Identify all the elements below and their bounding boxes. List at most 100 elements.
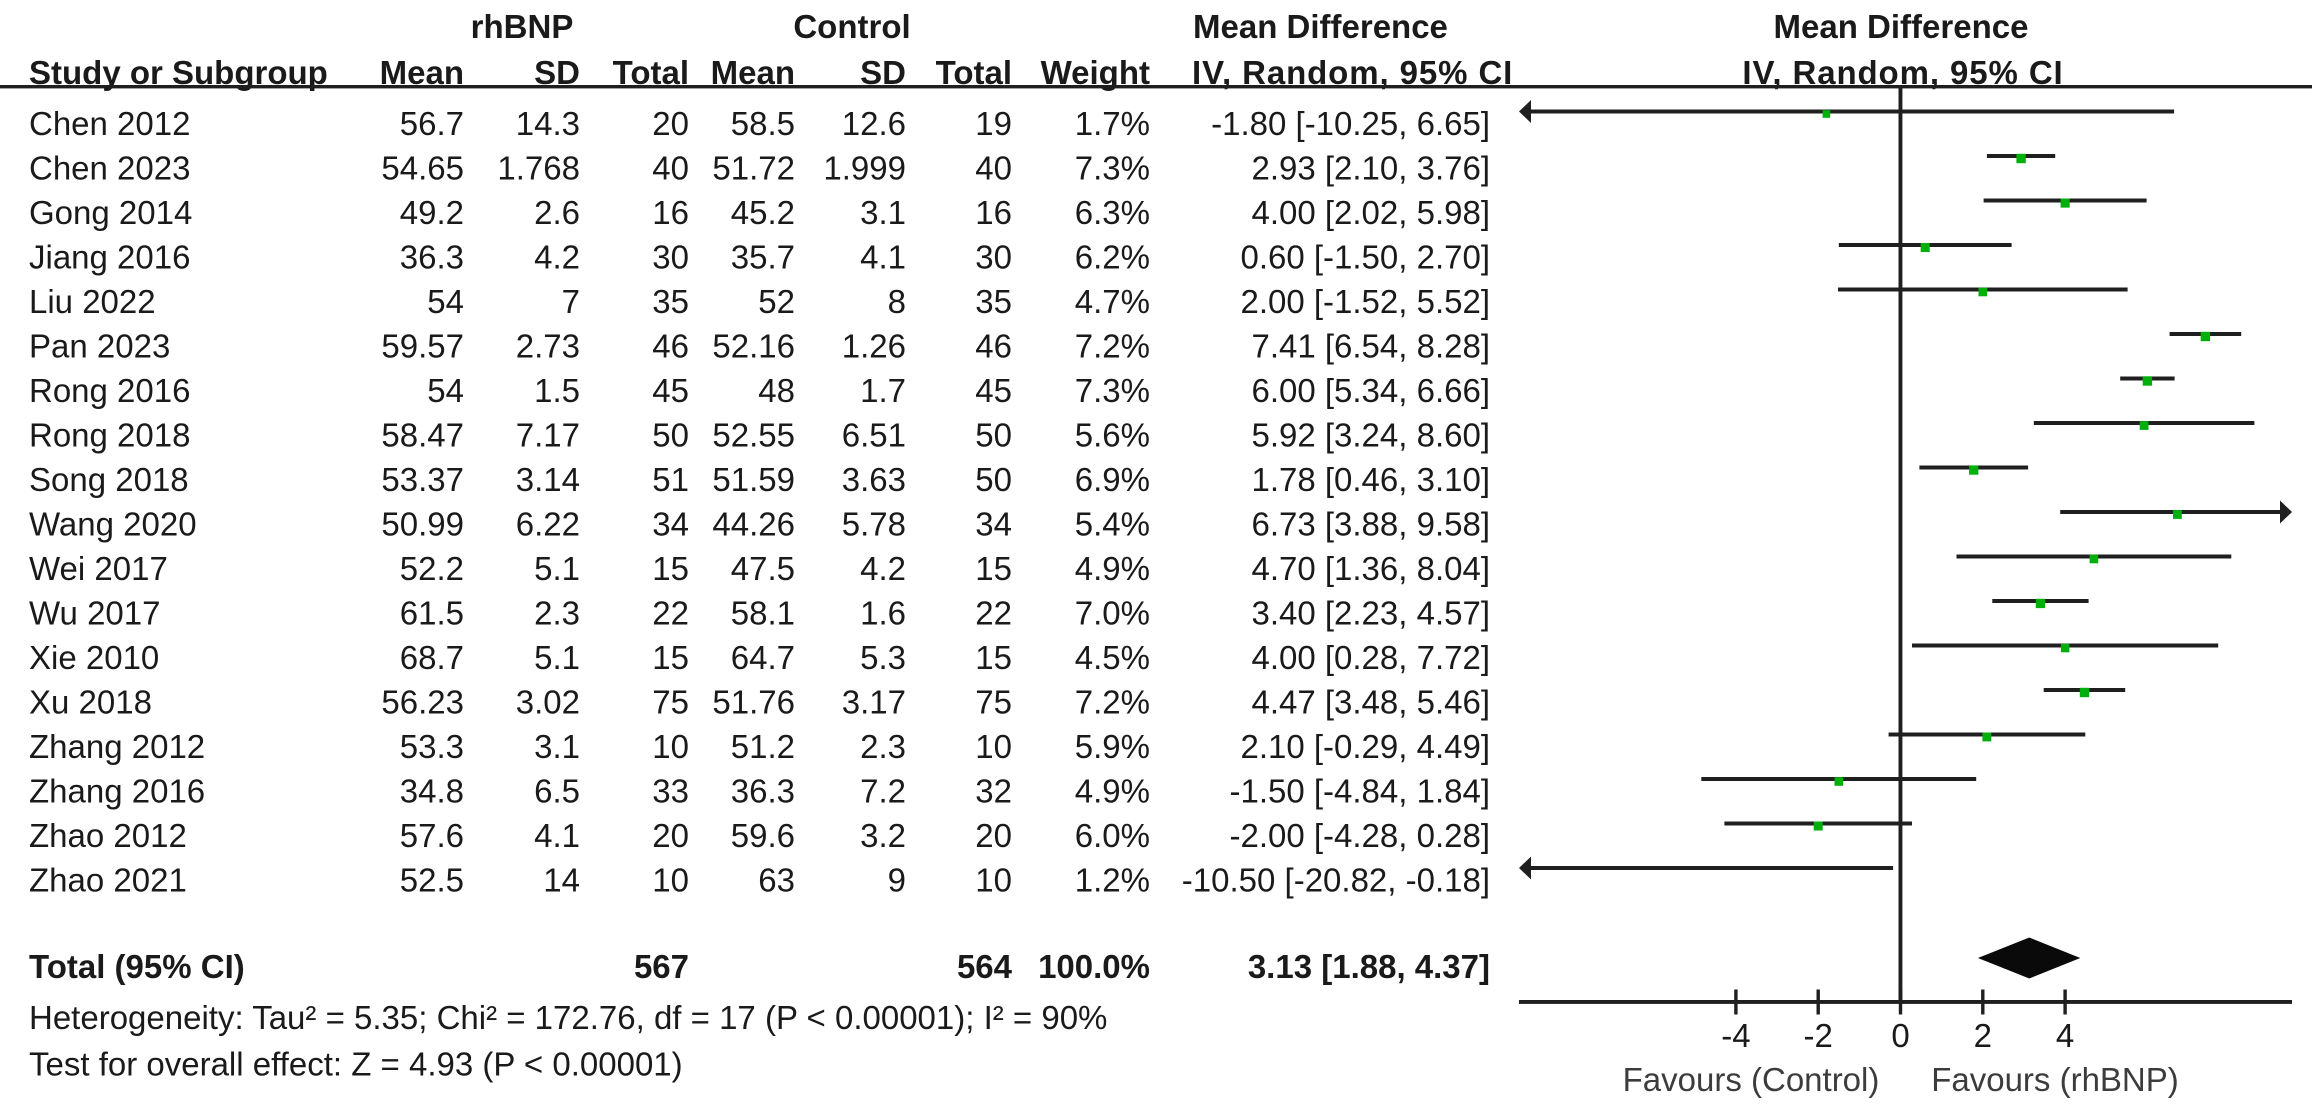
- svg-text:56.7: 56.7: [400, 105, 464, 142]
- svg-text:54: 54: [427, 372, 464, 409]
- svg-text:4.9%: 4.9%: [1075, 550, 1150, 587]
- svg-text:64.7: 64.7: [731, 639, 795, 676]
- svg-text:12.6: 12.6: [842, 105, 906, 142]
- svg-text:5.1: 5.1: [534, 639, 580, 676]
- svg-text:rhBNP: rhBNP: [471, 8, 574, 45]
- svg-text:14: 14: [543, 862, 580, 899]
- svg-text:Test for overall effect: Z = 4: Test for overall effect: Z = 4.93 (P < 0…: [29, 1046, 683, 1083]
- svg-text:1.7: 1.7: [860, 372, 906, 409]
- svg-text:4.2: 4.2: [860, 550, 906, 587]
- svg-text:Chen 2023: Chen 2023: [29, 150, 190, 187]
- svg-text:6.2%: 6.2%: [1075, 239, 1150, 276]
- svg-text:2.10 [-0.29, 4.49]: 2.10 [-0.29, 4.49]: [1240, 728, 1490, 765]
- svg-text:5.92 [3.24, 8.60]: 5.92 [3.24, 8.60]: [1251, 417, 1490, 454]
- svg-text:1.999: 1.999: [823, 150, 906, 187]
- svg-text:20: 20: [652, 817, 689, 854]
- svg-text:Zhang 2016: Zhang 2016: [29, 773, 205, 810]
- svg-text:53.3: 53.3: [400, 728, 464, 765]
- svg-text:7: 7: [562, 283, 580, 320]
- svg-text:51.2: 51.2: [731, 728, 795, 765]
- svg-text:68.7: 68.7: [400, 639, 464, 676]
- svg-text:6.3%: 6.3%: [1075, 194, 1150, 231]
- svg-text:36.3: 36.3: [400, 239, 464, 276]
- svg-text:46: 46: [975, 328, 1012, 365]
- svg-text:56.23: 56.23: [381, 684, 464, 721]
- svg-text:51.59: 51.59: [712, 461, 795, 498]
- svg-text:15: 15: [975, 550, 1012, 587]
- svg-text:6.0%: 6.0%: [1075, 817, 1150, 854]
- svg-text:16: 16: [975, 194, 1012, 231]
- svg-text:Xu 2018: Xu 2018: [29, 684, 152, 721]
- svg-text:-1.50 [-4.84, 1.84]: -1.50 [-4.84, 1.84]: [1229, 773, 1490, 810]
- svg-text:49.2: 49.2: [400, 194, 464, 231]
- svg-text:30: 30: [652, 239, 689, 276]
- svg-text:5.4%: 5.4%: [1075, 506, 1150, 543]
- svg-text:22: 22: [975, 595, 1012, 632]
- svg-text:75: 75: [975, 684, 1012, 721]
- svg-text:Gong 2014: Gong 2014: [29, 194, 192, 231]
- svg-text:52.2: 52.2: [400, 550, 464, 587]
- svg-text:Liu 2022: Liu 2022: [29, 283, 156, 320]
- svg-text:40: 40: [652, 150, 689, 187]
- svg-text:54: 54: [427, 283, 464, 320]
- svg-text:-2: -2: [1804, 1017, 1833, 1054]
- svg-text:1.2%: 1.2%: [1075, 862, 1150, 899]
- svg-text:8: 8: [888, 283, 906, 320]
- svg-text:52.55: 52.55: [712, 417, 795, 454]
- svg-text:5.78: 5.78: [842, 506, 906, 543]
- svg-text:22: 22: [652, 595, 689, 632]
- svg-text:6.00 [5.34, 6.66]: 6.00 [5.34, 6.66]: [1251, 372, 1490, 409]
- svg-text:567: 567: [634, 948, 689, 985]
- svg-text:4.70 [1.36, 8.04]: 4.70 [1.36, 8.04]: [1251, 550, 1490, 587]
- svg-text:33: 33: [652, 773, 689, 810]
- svg-text:34: 34: [652, 506, 689, 543]
- svg-text:564: 564: [957, 948, 1013, 985]
- svg-text:Zhao 2012: Zhao 2012: [29, 817, 187, 854]
- svg-text:Heterogeneity: Tau² = 5.35; Ch: Heterogeneity: Tau² = 5.35; Chi² = 172.7…: [29, 999, 1107, 1036]
- svg-text:Wu 2017: Wu 2017: [29, 595, 160, 632]
- svg-text:2.73: 2.73: [516, 328, 580, 365]
- svg-text:Total: Total: [613, 54, 689, 91]
- svg-text:10: 10: [975, 728, 1012, 765]
- svg-text:36.3: 36.3: [731, 773, 795, 810]
- svg-text:7.2%: 7.2%: [1075, 684, 1150, 721]
- svg-text:51.76: 51.76: [712, 684, 795, 721]
- svg-text:44.26: 44.26: [712, 506, 795, 543]
- svg-text:IV, Random, 95% CI: IV, Random, 95% CI: [1742, 54, 2063, 91]
- svg-text:Control: Control: [793, 8, 910, 45]
- svg-text:45: 45: [652, 372, 689, 409]
- svg-text:4.1: 4.1: [860, 239, 906, 276]
- svg-text:19: 19: [975, 105, 1012, 142]
- svg-text:Mean Difference: Mean Difference: [1193, 8, 1448, 45]
- svg-text:Total: Total: [936, 54, 1012, 91]
- svg-text:1.26: 1.26: [842, 328, 906, 365]
- svg-text:34: 34: [975, 506, 1012, 543]
- svg-text:3.40 [2.23, 4.57]: 3.40 [2.23, 4.57]: [1251, 595, 1490, 632]
- svg-text:-10.50 [-20.82, -0.18]: -10.50 [-20.82, -0.18]: [1182, 862, 1490, 899]
- svg-text:7.2%: 7.2%: [1075, 328, 1150, 365]
- svg-text:7.0%: 7.0%: [1075, 595, 1150, 632]
- svg-text:7.2: 7.2: [860, 773, 906, 810]
- svg-text:4.2: 4.2: [534, 239, 580, 276]
- svg-text:53.37: 53.37: [381, 461, 464, 498]
- svg-text:75: 75: [652, 684, 689, 721]
- svg-text:57.6: 57.6: [400, 817, 464, 854]
- svg-text:4.00 [0.28, 7.72]: 4.00 [0.28, 7.72]: [1251, 639, 1490, 676]
- svg-text:2.00 [-1.52, 5.52]: 2.00 [-1.52, 5.52]: [1240, 283, 1490, 320]
- svg-text:52: 52: [758, 283, 795, 320]
- svg-text:7.3%: 7.3%: [1075, 372, 1150, 409]
- svg-text:35.7: 35.7: [731, 239, 795, 276]
- svg-text:Study or Subgroup: Study or Subgroup: [29, 54, 328, 91]
- svg-text:16: 16: [652, 194, 689, 231]
- svg-text:6.9%: 6.9%: [1075, 461, 1150, 498]
- svg-text:4.47 [3.48, 5.46]: 4.47 [3.48, 5.46]: [1251, 684, 1490, 721]
- svg-text:-4: -4: [1721, 1017, 1750, 1054]
- svg-text:1.7%: 1.7%: [1075, 105, 1150, 142]
- svg-text:3.14: 3.14: [516, 461, 580, 498]
- svg-text:47.5: 47.5: [731, 550, 795, 587]
- svg-text:59.57: 59.57: [381, 328, 464, 365]
- svg-text:10: 10: [975, 862, 1012, 899]
- svg-text:50: 50: [975, 461, 1012, 498]
- svg-text:IV, Random, 95% CI: IV, Random, 95% CI: [1192, 54, 1513, 91]
- svg-text:32: 32: [975, 773, 1012, 810]
